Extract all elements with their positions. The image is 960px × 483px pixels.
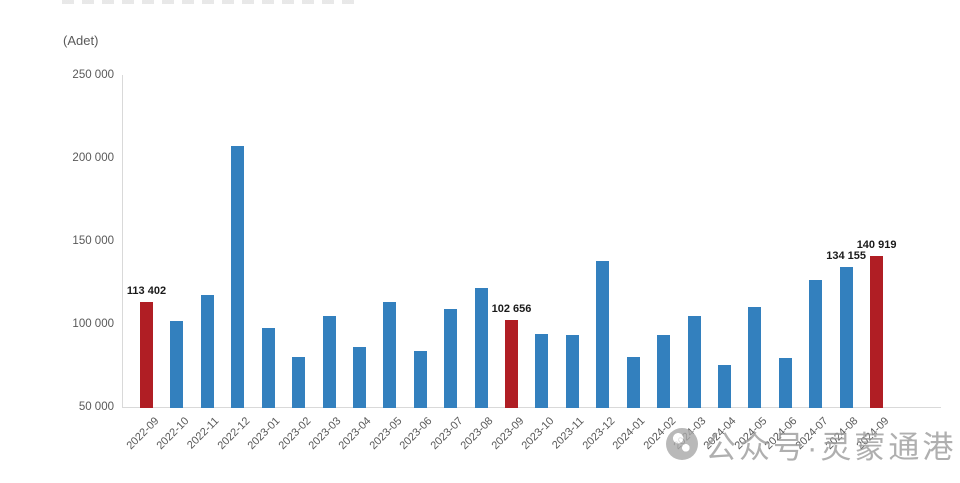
bar-2024-03: [687, 315, 701, 408]
cropped-title-remnant: [62, 0, 362, 4]
bar-value-label: 134 155: [826, 250, 867, 263]
bar-2023-07: [444, 309, 458, 408]
bar-2023-11: [565, 334, 579, 408]
bar-2024-01: [626, 357, 640, 408]
bar-2024-02: [657, 334, 671, 408]
y-axis-tick-label: 50 000: [78, 401, 114, 413]
bar-2024-04: [717, 364, 731, 408]
x-axis-line: [122, 407, 941, 408]
bar-2023-05: [383, 302, 397, 408]
bar-highlighted-2024-09: [870, 256, 884, 408]
y-axis-line: [122, 75, 123, 407]
bar-2024-05: [748, 307, 762, 408]
bar-2024-07: [809, 280, 823, 408]
y-axis-tick-label: 100 000: [72, 318, 114, 330]
bar-2023-03: [322, 315, 336, 408]
bar-2023-02: [292, 357, 306, 408]
bar-2022-12: [231, 146, 245, 408]
y-axis-tick-label: 250 000: [72, 69, 114, 81]
unit-label: (Adet): [63, 33, 99, 48]
bar-2024-06: [778, 358, 792, 408]
bar-2023-12: [596, 260, 610, 408]
bar-highlighted-2023-09: [505, 319, 519, 408]
bar-2023-10: [535, 333, 549, 408]
y-axis-tick-label: 150 000: [72, 235, 114, 247]
bar-2023-01: [261, 328, 275, 408]
bar-value-label: 113 402: [126, 284, 167, 297]
bar-2022-10: [170, 320, 184, 408]
bar-value-label: 140 919: [856, 239, 897, 252]
bar-2022-11: [200, 294, 214, 408]
bar-2023-06: [413, 350, 427, 408]
bar-2023-04: [352, 347, 366, 408]
bar-2023-08: [474, 288, 488, 408]
bar-highlighted-2022-09: [140, 301, 153, 408]
y-axis-tick-label: 200 000: [72, 152, 114, 164]
bar-value-label: 102 656: [491, 302, 532, 315]
bar-2024-08: [839, 267, 853, 408]
